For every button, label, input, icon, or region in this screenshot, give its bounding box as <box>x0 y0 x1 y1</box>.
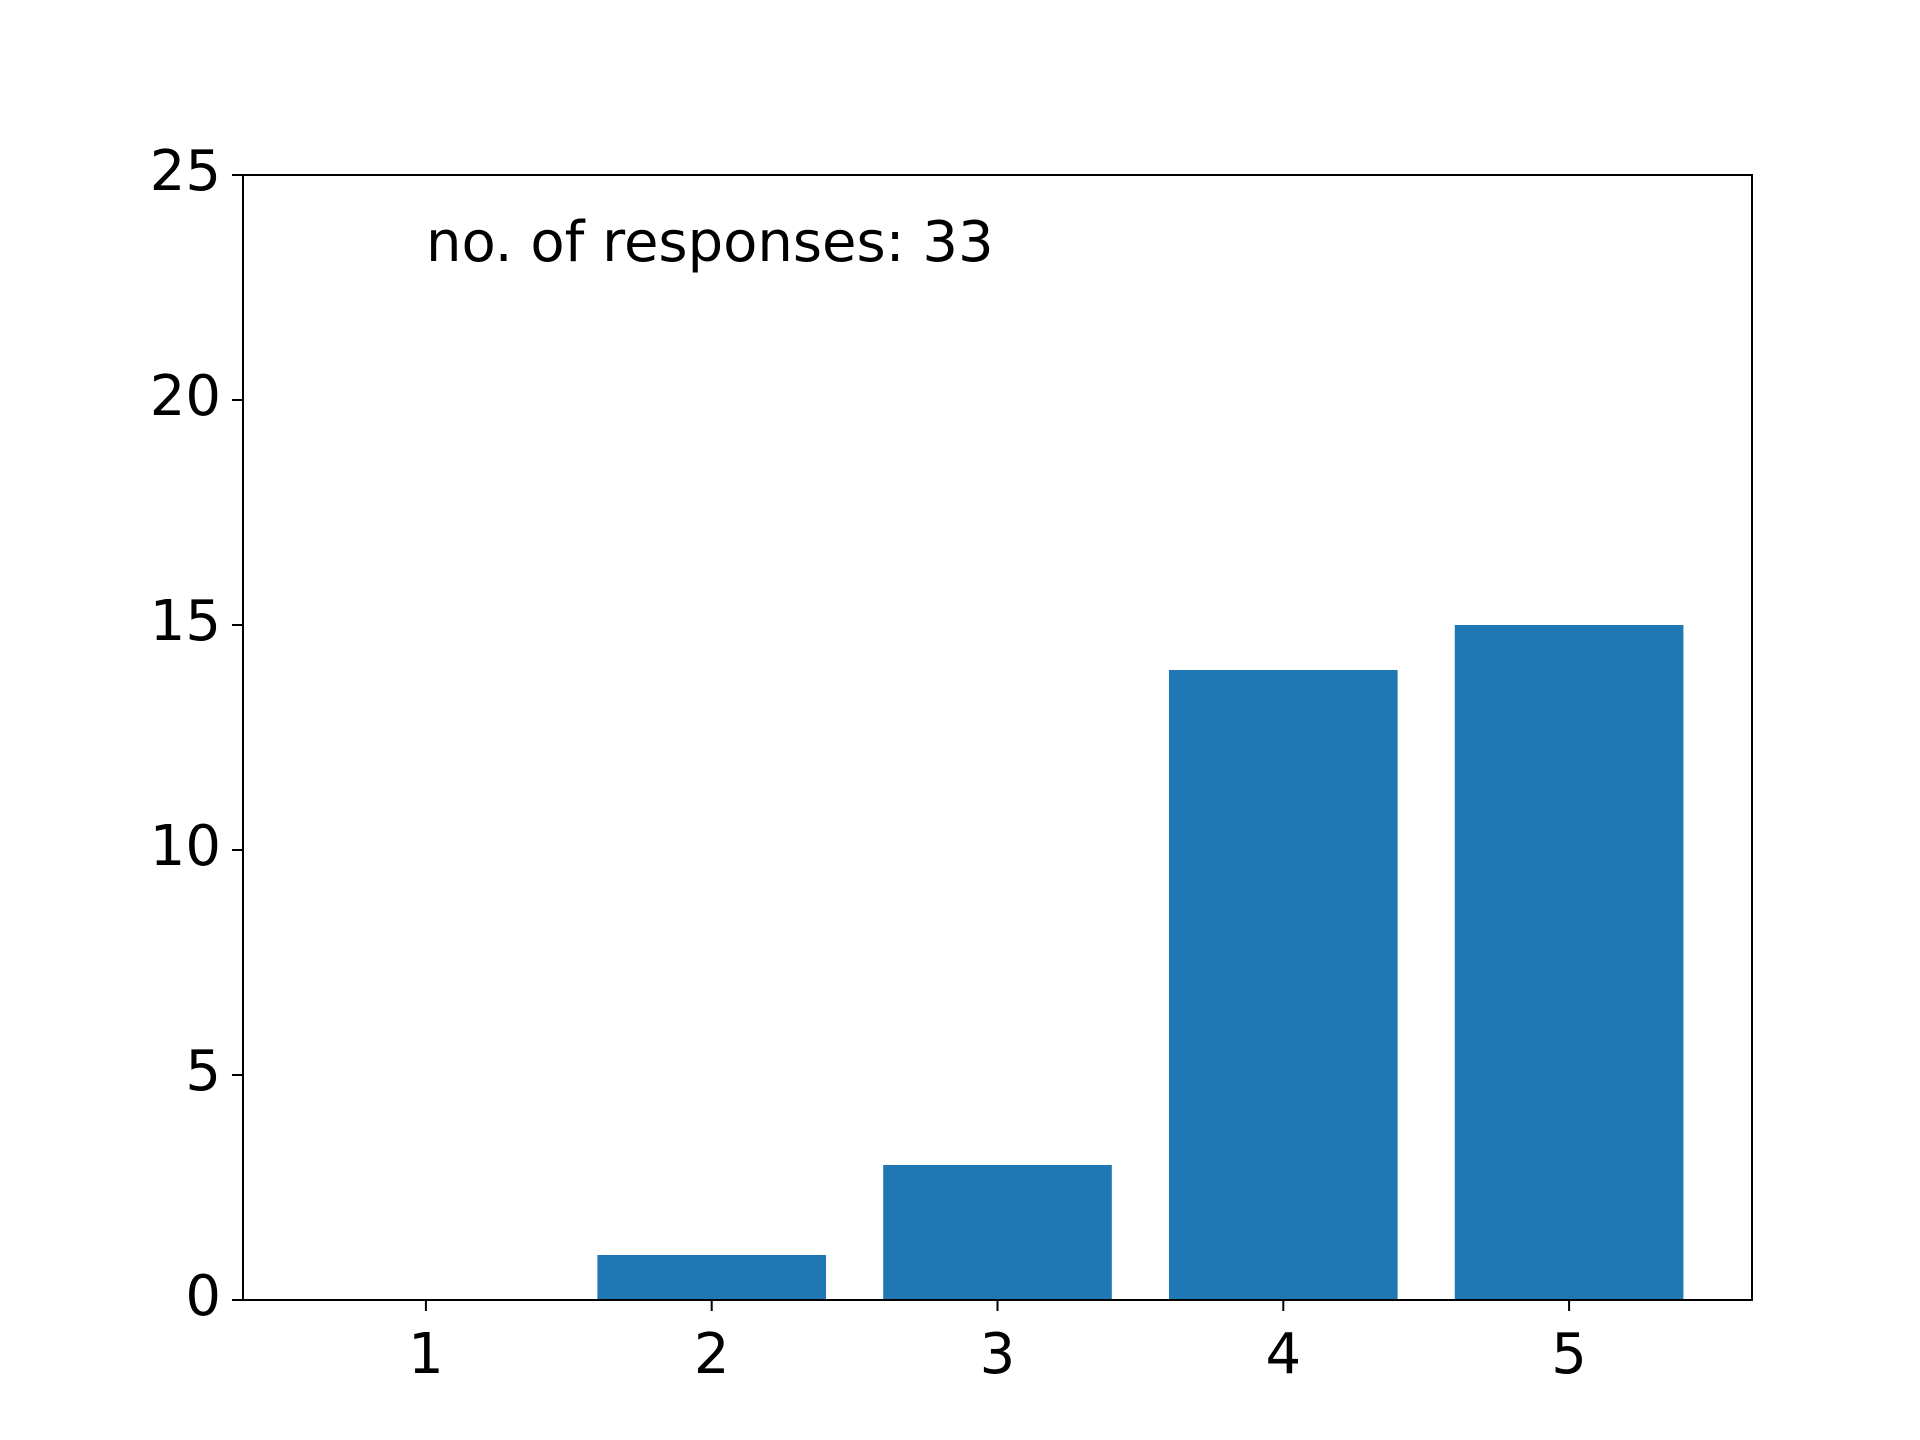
x-tick-label: 5 <box>1551 1322 1587 1387</box>
bar <box>1168 670 1398 1300</box>
y-tick-label: 20 <box>150 364 221 429</box>
y-tick-label: 5 <box>185 1039 221 1104</box>
bar <box>1454 625 1684 1300</box>
plot-frame <box>242 174 1753 1301</box>
y-tick-label: 0 <box>185 1264 221 1329</box>
x-tick-label: 2 <box>694 1322 730 1387</box>
annotation: no. of responses: 33 <box>426 210 994 275</box>
x-tick-label: 3 <box>980 1322 1016 1387</box>
x-tick-label: 4 <box>1265 1322 1301 1387</box>
y-tick-label: 15 <box>150 589 221 654</box>
y-tick-label: 10 <box>150 814 221 879</box>
x-tick-label: 1 <box>408 1322 444 1387</box>
bar <box>597 1255 827 1300</box>
bar <box>883 1165 1112 1300</box>
y-tick-label: 25 <box>150 139 221 204</box>
